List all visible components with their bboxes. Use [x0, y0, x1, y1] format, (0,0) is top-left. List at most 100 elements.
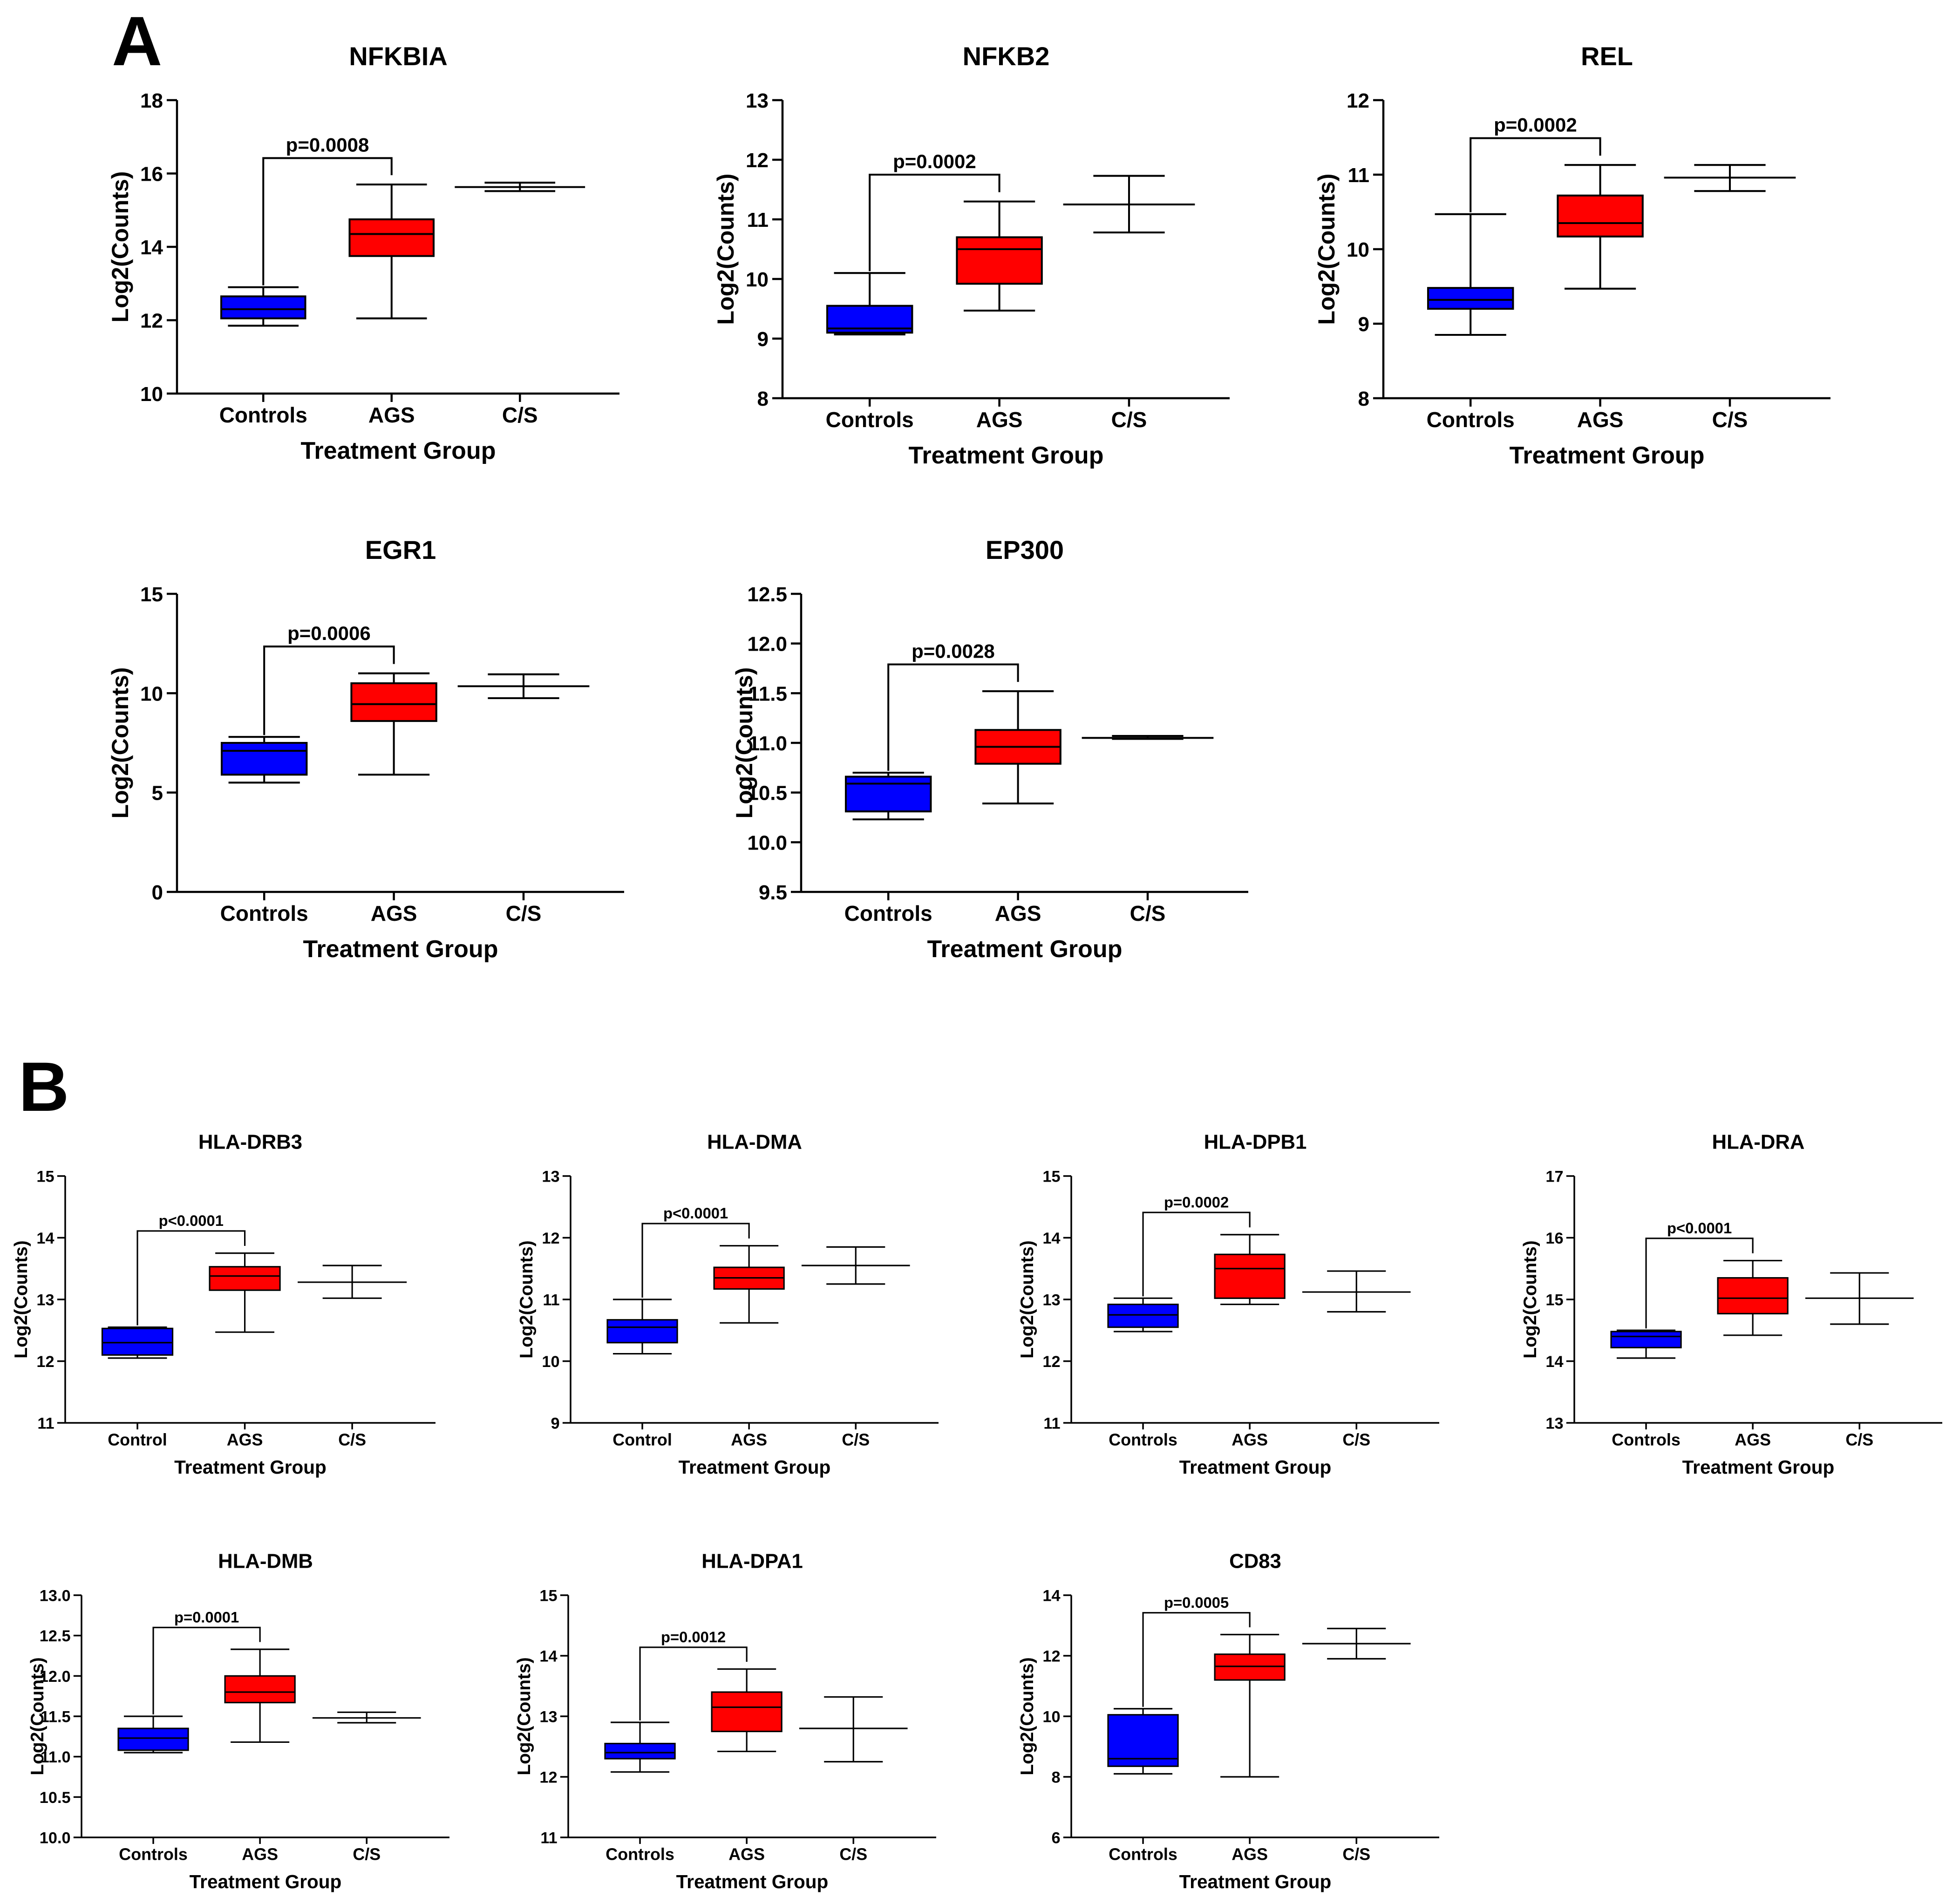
box-iqr — [1610, 1331, 1682, 1348]
box-control — [101, 1326, 174, 1359]
y-tick-label: 11 — [1347, 164, 1369, 187]
bracket-line — [887, 663, 1019, 771]
box-c-s — [457, 673, 590, 700]
significance-bracket: p=0.0028 — [887, 640, 1019, 771]
p-value-label: p=0.0002 — [1494, 114, 1577, 136]
x-tick-label: C/S — [1845, 1430, 1873, 1449]
box-iqr — [224, 1675, 296, 1704]
chart-title: CD83 — [1229, 1550, 1281, 1573]
y-tick-label: 11.5 — [748, 682, 787, 705]
x-tick-label: AGS — [1577, 408, 1624, 432]
y-tick-label: 12 — [542, 1230, 559, 1247]
x-tick-label: Control — [108, 1430, 167, 1449]
x-tick-label: C/S — [1130, 901, 1166, 925]
y-tick-label: 10.5 — [747, 782, 787, 805]
bracket-line — [263, 646, 395, 735]
x-axis-label: Treatment Group — [1179, 1871, 1332, 1892]
p-value-label: p<0.0001 — [663, 1204, 728, 1222]
box-ags — [956, 200, 1043, 312]
box-controls — [1427, 213, 1514, 336]
y-tick-label: 10.0 — [40, 1829, 71, 1847]
y-tick-label: 14 — [140, 236, 163, 259]
y-tick-label: 16 — [140, 163, 163, 186]
p-value-label: p=0.0002 — [1164, 1193, 1229, 1210]
box-iqr — [956, 236, 1043, 285]
p-value-label: p=0.0005 — [1164, 1594, 1229, 1611]
y-tick-label: 8 — [1052, 1768, 1061, 1786]
y-tick-label: 16 — [1545, 1230, 1563, 1247]
box-iqr — [350, 682, 437, 722]
x-axis-label: Treatment Group — [1510, 442, 1705, 469]
x-tick-label: AGS — [1232, 1430, 1268, 1449]
significance-bracket: p=0.0006 — [263, 622, 395, 735]
x-tick-label: Controls — [1109, 1430, 1177, 1449]
y-tick-label: 12.5 — [40, 1627, 71, 1645]
box-ags — [1717, 1259, 1789, 1336]
box-iqr — [844, 775, 932, 813]
y-axis-label: Log2(Counts) — [27, 1657, 48, 1775]
p-value-label: p=0.0028 — [912, 640, 995, 662]
y-tick-label: 15 — [539, 1587, 557, 1605]
significance-bracket: p=0.0012 — [639, 1628, 748, 1720]
box-controls — [1610, 1329, 1682, 1359]
y-tick-label: 11.0 — [41, 1748, 71, 1766]
y-tick-label: 10 — [1347, 238, 1369, 261]
y-tick-label: 14 — [1042, 1230, 1060, 1247]
y-tick-label: 12.0 — [747, 633, 787, 656]
chart-hla-dmb: HLA-DMB 10.0 10.5 11.0 11.5 12.0 12.5 13.0 Log2(… — [27, 1550, 449, 1892]
significance-bracket: p<0.0001 — [136, 1212, 246, 1326]
x-tick-label: AGS — [368, 403, 415, 427]
y-axis-label: Log2(Counts) — [107, 667, 133, 819]
y-tick-label: 15 — [36, 1168, 54, 1185]
chart-hla-dpb1: HLA-DPB1 11 12 13 14 15 Log2(Counts) Controls AG… — [1017, 1131, 1439, 1478]
chart-title: HLA-DPB1 — [1204, 1131, 1307, 1154]
x-tick-label: AGS — [731, 1430, 767, 1449]
x-axis-label: Treatment Group — [679, 1456, 831, 1478]
y-tick-label: 12.5 — [747, 583, 787, 606]
y-tick-label: 12 — [1347, 89, 1369, 112]
box-controls — [220, 736, 308, 784]
y-tick-label: 10 — [140, 682, 163, 705]
x-axis-label: Treatment Group — [174, 1456, 327, 1478]
y-tick-label: 15 — [1042, 1168, 1060, 1185]
chart-rel: REL 8 9 10 11 12 Log2(Counts) Controls AGS C/S Tre… — [1313, 41, 1830, 469]
x-tick-label: Controls — [119, 1845, 187, 1863]
x-tick-label: C/S — [1111, 408, 1147, 432]
chart-hla-dpa1: HLA-DPA1 11 12 13 14 15 Log2(Counts) Controls AG… — [514, 1550, 936, 1892]
x-axis-label: Treatment Group — [303, 936, 498, 963]
box-iqr — [220, 295, 306, 320]
box-iqr — [711, 1691, 782, 1733]
y-axis-label: Log2(Counts) — [107, 171, 133, 323]
chart-cd83: CD83 6 8 10 12 14 Log2(Counts) Controls AGS C/S Tr… — [1017, 1550, 1439, 1892]
box-iqr — [1107, 1304, 1179, 1328]
x-axis-label: Treatment Group — [1179, 1456, 1332, 1478]
y-axis-label: Log2(Counts) — [1313, 174, 1340, 325]
chart-title: EGR1 — [365, 535, 436, 564]
significance-bracket: p=0.0005 — [1142, 1594, 1251, 1707]
box-controls — [117, 1715, 189, 1754]
box-iqr — [117, 1727, 189, 1751]
y-tick-label: 18 — [140, 89, 163, 112]
x-tick-label: AGS — [1232, 1845, 1268, 1863]
chart-ep300: EP300 9.5 10.0 10.5 11.0 11.5 12.0 12.5 Log2(Cou… — [731, 535, 1248, 963]
box-ags — [1214, 1633, 1286, 1778]
chart-title: HLA-DMA — [707, 1131, 802, 1154]
y-tick-label: 10.5 — [40, 1789, 71, 1807]
y-tick-label: 13 — [746, 89, 769, 112]
y-tick-label: 14 — [539, 1647, 557, 1665]
x-axis-label: Treatment Group — [909, 442, 1104, 469]
y-tick-label: 11 — [747, 209, 769, 231]
y-tick-label: 13 — [36, 1291, 54, 1309]
y-tick-label: 12 — [539, 1768, 557, 1786]
x-axis-label: Treatment Group — [676, 1871, 829, 1892]
y-tick-label: 9 — [551, 1414, 560, 1432]
y-tick-label: 12 — [140, 310, 163, 333]
box-controls — [826, 272, 913, 336]
significance-bracket: p=0.0002 — [869, 150, 1000, 272]
box-iqr — [1107, 1714, 1179, 1767]
y-tick-label: 13 — [539, 1708, 557, 1726]
panel-letter-a: A — [112, 2, 162, 80]
chart-title: HLA-DMB — [218, 1550, 313, 1573]
box-iqr — [604, 1742, 676, 1760]
y-tick-label: 14 — [36, 1230, 54, 1247]
